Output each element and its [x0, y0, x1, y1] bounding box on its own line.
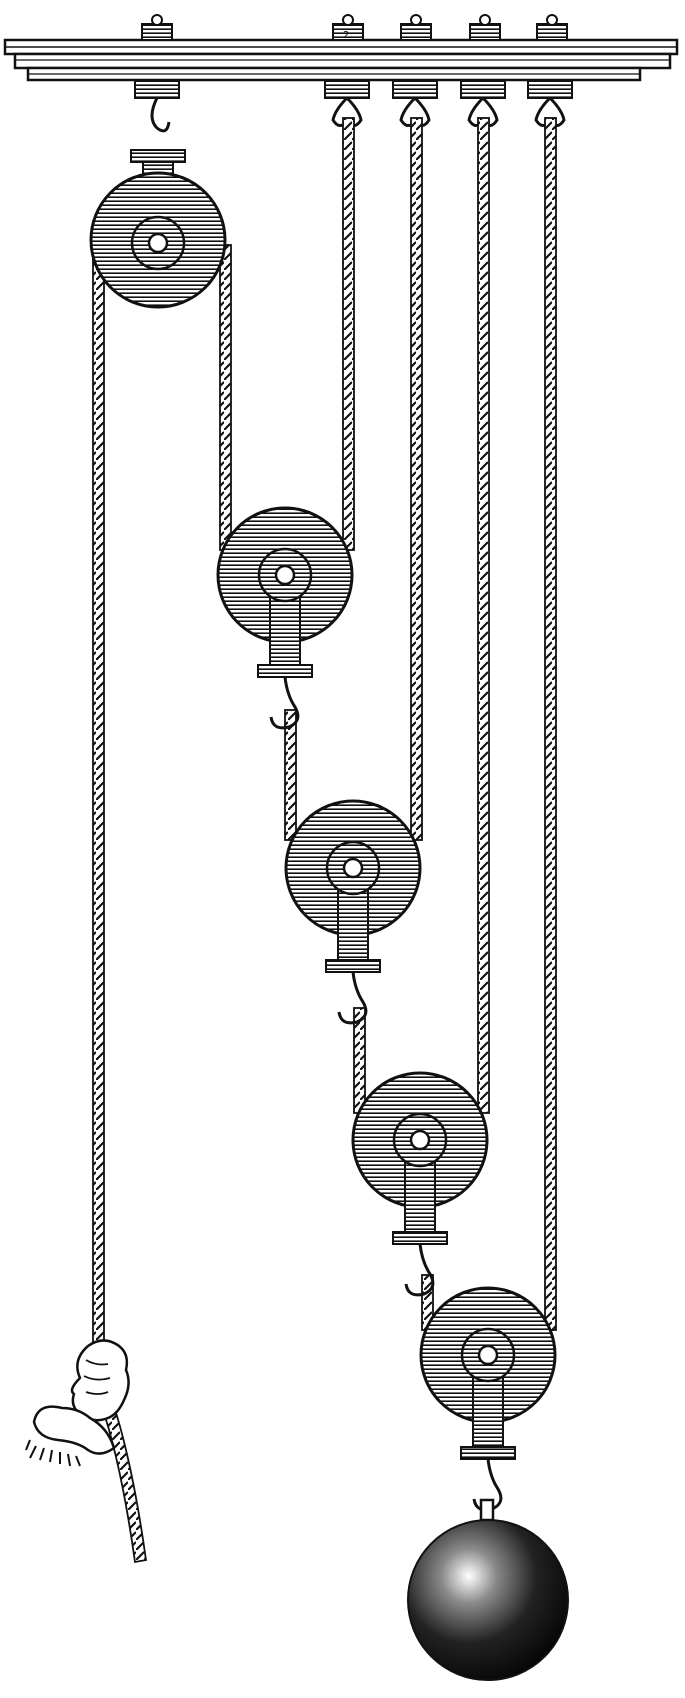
ceiling-beam	[3, 38, 679, 82]
rope-3	[284, 709, 297, 841]
pulley-hook	[337, 971, 368, 1025]
weight-ring	[479, 1498, 495, 1522]
weight-sphere	[407, 1519, 569, 1681]
pulley-hook	[404, 1243, 435, 1297]
pulley-strap-cap	[460, 1446, 516, 1460]
pulley-strap-cap	[257, 664, 313, 678]
pulley-axle	[477, 1344, 499, 1366]
rope-6	[477, 117, 490, 1114]
pulley-axle	[342, 857, 364, 879]
pulley-hook	[472, 1458, 503, 1512]
rope-tail	[99, 1398, 148, 1564]
pulley-strap-cap	[392, 1231, 448, 1245]
pulley-fixed-top	[89, 149, 227, 309]
hand-icon	[25, 1339, 130, 1467]
pulley-strap-cap	[130, 149, 186, 163]
pulley-strap-cap	[325, 959, 381, 973]
pulley-axle	[409, 1129, 431, 1151]
rope-4	[410, 117, 423, 841]
pulley-movable-3	[351, 1071, 489, 1297]
rope-1	[219, 244, 232, 551]
ceiling-hook-curls	[150, 96, 566, 133]
pulley-axle	[274, 564, 296, 586]
pulley-movable-2	[284, 799, 422, 1025]
pulley-movable-1	[216, 506, 354, 730]
weight-ball	[407, 1498, 569, 1681]
pulley-movable-4	[419, 1286, 557, 1512]
ceiling-mount-label: 2	[343, 30, 349, 41]
pulley-axle	[147, 232, 169, 254]
pulley-hook	[269, 676, 300, 730]
ceiling-bolts	[141, 14, 568, 41]
rope-hauling	[92, 244, 105, 1381]
rope-8	[544, 117, 557, 1331]
ceiling-hooks	[134, 79, 573, 99]
rope-2	[342, 117, 355, 551]
